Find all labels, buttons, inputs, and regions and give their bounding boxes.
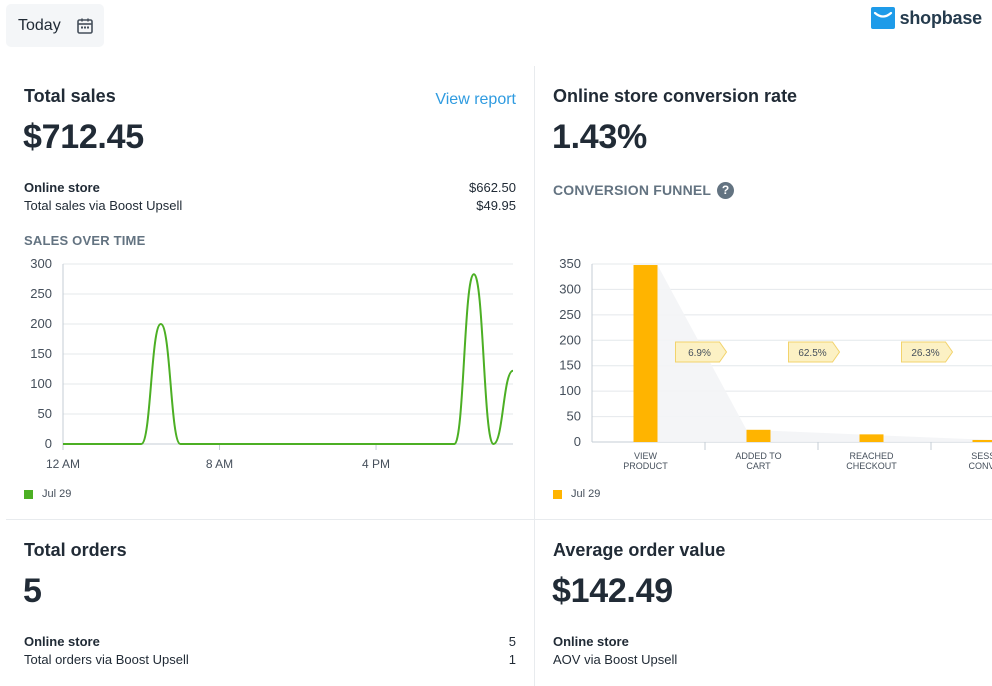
funnel-shading (657, 265, 992, 442)
shopbase-logo-icon (870, 7, 895, 29)
funnel-rate-tag (901, 341, 954, 363)
sales-y-tick-label: 0 (45, 436, 52, 451)
sales-legend: Jul 29 (24, 488, 71, 500)
orders-breakdown-row: Total orders via Boost Upsell 1 (24, 652, 516, 667)
sales-x-tick-label: 4 PM (362, 457, 390, 471)
total-sales-value: $712.45 (23, 118, 144, 156)
row-divider (6, 519, 992, 520)
total-orders-value: 5 (23, 572, 42, 610)
funnel-category-label: PRODUCT (623, 461, 668, 471)
funnel-category-label: CHECKOUT (846, 461, 897, 471)
date-range-label: Today (18, 16, 61, 34)
sales-y-tick-label: 50 (38, 406, 52, 421)
funnel-category-label: CART (746, 461, 771, 471)
help-icon[interactable]: ? (717, 182, 735, 199)
calendar-icon (76, 18, 93, 34)
orders-row-label: Total orders via Boost Upsell (24, 652, 189, 667)
sales-x-tick-label: 8 AM (206, 457, 233, 471)
funnel-category-label: REACHED (849, 451, 894, 461)
funnel-y-tick-label: 200 (559, 332, 581, 347)
funnel-y-tick-label: 300 (559, 281, 581, 296)
funnel-y-tick-label: 350 (559, 256, 581, 271)
conversion-funnel-label: CONVERSION FUNNEL? (553, 182, 735, 199)
funnel-y-tick-label: 50 (567, 409, 581, 424)
view-report-link[interactable]: View report (435, 91, 516, 108)
aov-row-label: Online store (553, 634, 629, 649)
sales-legend-label: Jul 29 (42, 488, 72, 500)
sales-y-tick-label: 200 (30, 316, 52, 331)
logo-text: shopbase (899, 7, 983, 28)
sales-x-tick-label: 12 AM (46, 457, 80, 471)
funnel-rate-tag (788, 341, 841, 363)
orders-row-label: Online store (24, 634, 100, 649)
shopbase-logo: shopbase (870, 7, 983, 29)
funnel-bar (972, 439, 992, 442)
sales-row-value: $49.95 (476, 198, 516, 213)
aov-title: Average order value (553, 540, 726, 560)
conversion-funnel-text: CONVERSION FUNNEL (553, 182, 712, 198)
aov-row-label: AOV via Boost Upsell (553, 652, 678, 667)
funnel-rate-label: 6.9% (688, 348, 711, 359)
funnel-bar (746, 429, 771, 442)
sales-y-tick-label: 250 (30, 286, 52, 301)
sales-row-label: Online store (24, 180, 100, 195)
funnel-category-label: VIEW (634, 451, 658, 461)
conversion-rate-title: Online store conversion rate (553, 86, 798, 106)
sales-y-tick-label: 100 (30, 376, 52, 391)
aov-value: $142.49 (552, 572, 673, 610)
funnel-rate-label: 26.3% (911, 348, 939, 359)
sales-y-tick-label: 300 (30, 256, 52, 271)
total-sales-title: Total sales (24, 86, 116, 106)
sales-y-tick-label: 150 (30, 346, 52, 361)
funnel-y-tick-label: 100 (559, 383, 581, 398)
funnel-category-label: SESSI (971, 451, 992, 461)
funnel-legend: Jul 29 (553, 488, 600, 500)
funnel-category-label: ADDED TO (735, 451, 781, 461)
sales-series-line (62, 273, 514, 446)
sales-row-value: $662.50 (469, 180, 516, 195)
orders-row-value: 5 (508, 634, 516, 649)
funnel-legend-label: Jul 29 (571, 488, 601, 500)
column-divider (534, 66, 535, 686)
sales-over-time-chart: 0 50 100 150 200 250 300 12 AM 8 AM 4 PM (30, 256, 514, 471)
sales-breakdown-row: Total sales via Boost Upsell $49.95 (24, 198, 516, 213)
funnel-legend-swatch (553, 489, 562, 499)
orders-breakdown-row: Online store 5 (24, 634, 516, 649)
aov-breakdown-row: AOV via Boost Upsell (553, 652, 973, 667)
conversion-rate-value: 1.43% (552, 118, 647, 156)
funnel-bar (859, 434, 884, 442)
funnel-y-tick-label: 150 (559, 358, 581, 373)
date-range-button[interactable]: Today (6, 4, 104, 47)
sales-breakdown-row: Online store $662.50 (24, 180, 516, 195)
funnel-y-tick-label: 0 (574, 434, 581, 449)
sales-over-time-label: SALES OVER TIME (24, 233, 146, 248)
sales-row-label: Total sales via Boost Upsell (24, 198, 183, 213)
funnel-bar (633, 265, 658, 442)
funnel-category-label: CONVE (968, 461, 992, 471)
total-orders-title: Total orders (24, 540, 127, 560)
funnel-y-tick-label: 250 (559, 307, 581, 322)
funnel-rate-tag (675, 341, 728, 363)
sales-legend-swatch (24, 489, 33, 499)
orders-row-value: 1 (508, 652, 516, 667)
aov-breakdown-row: Online store (553, 634, 973, 649)
funnel-rate-label: 62.5% (798, 348, 826, 359)
